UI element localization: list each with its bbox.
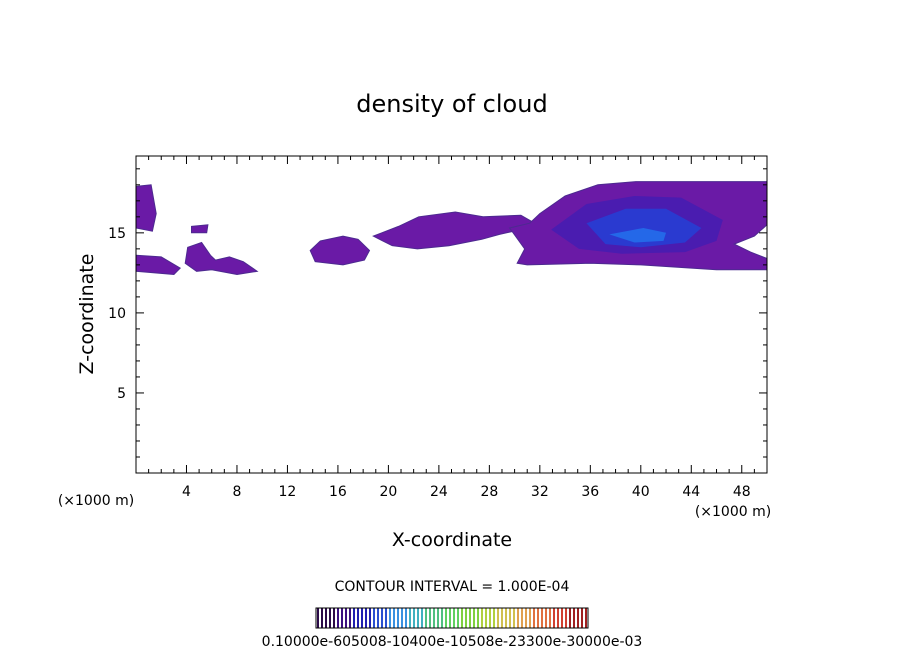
y-axis-label: Z-coordinate bbox=[76, 254, 98, 375]
x-tick-label: 12 bbox=[279, 484, 297, 500]
x-tick-label: 36 bbox=[581, 484, 599, 500]
x-tick-label: 28 bbox=[480, 484, 498, 500]
y-tick-label: 5 bbox=[117, 386, 126, 402]
x-unit-left: (×1000 m) bbox=[58, 493, 134, 509]
x-axis-label: X-coordinate bbox=[392, 529, 512, 551]
cloud-region-9 bbox=[586, 208, 702, 248]
x-tick-label: 8 bbox=[232, 484, 241, 500]
cloud-region-2 bbox=[135, 254, 182, 276]
cloud-region-4 bbox=[191, 224, 209, 234]
cloud-region-6 bbox=[372, 211, 536, 250]
cloud-region-1 bbox=[135, 184, 157, 232]
x-unit-right: (×1000 m) bbox=[695, 504, 771, 520]
cloud-region-10 bbox=[609, 228, 666, 243]
chart-title: density of cloud bbox=[356, 90, 547, 118]
x-tick-label: 40 bbox=[632, 484, 650, 500]
x-tick-label: 32 bbox=[531, 484, 549, 500]
contour-interval-label: CONTOUR INTERVAL = 1.000E-04 bbox=[335, 579, 570, 595]
x-tick-label: 20 bbox=[379, 484, 397, 500]
cloud-region-5 bbox=[309, 235, 371, 266]
colorbar-labels: 0.10000e-605008-10400e-10508e-23300e-300… bbox=[262, 634, 643, 650]
x-tick-label: 16 bbox=[329, 484, 347, 500]
x-tick-label: 4 bbox=[182, 484, 191, 500]
y-axis-ticks: 5 10 15 bbox=[108, 168, 767, 458]
x-tick-label: 24 bbox=[430, 484, 448, 500]
cloud-region-3 bbox=[184, 241, 259, 276]
colorbar bbox=[317, 608, 587, 628]
colorbar-frame bbox=[315, 607, 589, 629]
plot-area bbox=[135, 181, 768, 276]
y-tick-label: 15 bbox=[108, 226, 126, 242]
y-tick-label: 10 bbox=[108, 306, 126, 322]
x-axis-ticks: 4 8 12 16 20 24 28 32 36 40 44 48 bbox=[148, 156, 755, 500]
x-tick-label: 48 bbox=[733, 484, 751, 500]
x-tick-label: 44 bbox=[682, 484, 700, 500]
